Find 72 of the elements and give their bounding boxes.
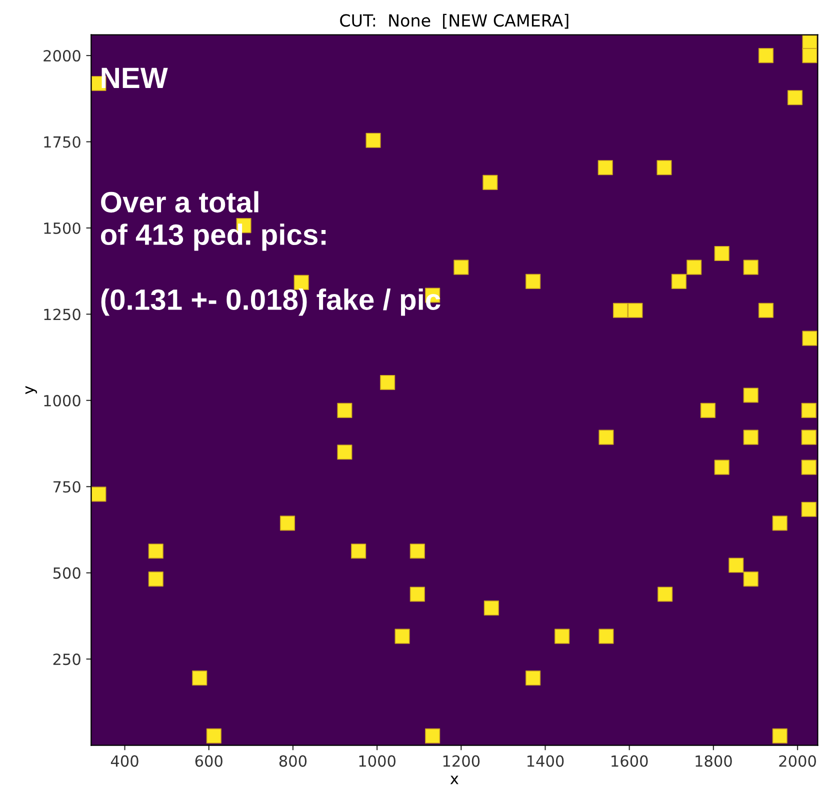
point — [743, 260, 758, 275]
x-tick-label: 600 — [195, 755, 222, 767]
y-tick-label: 1250 — [44, 308, 80, 320]
point — [484, 600, 499, 616]
point — [628, 302, 643, 318]
point — [554, 628, 570, 644]
point — [598, 628, 614, 644]
point — [351, 544, 366, 559]
point — [758, 302, 774, 318]
point — [366, 132, 381, 148]
point — [787, 90, 803, 106]
point — [192, 670, 208, 686]
y-axis-title: y — [25, 386, 37, 394]
point — [410, 586, 425, 602]
point — [482, 174, 498, 190]
y-tick-label: 250 — [53, 654, 80, 666]
point — [280, 516, 296, 531]
point — [728, 558, 744, 573]
y-tick-label: 1000 — [44, 394, 80, 406]
chart-title: CUT: None [NEW CAMERA] — [340, 14, 568, 29]
y-tick-label: 750 — [54, 481, 80, 493]
point — [700, 402, 716, 418]
point — [714, 460, 730, 475]
point — [612, 302, 628, 318]
x-tick-label: 1800 — [696, 755, 732, 767]
y-tick-label: 500 — [53, 567, 80, 579]
x-tick-label: 1000 — [359, 755, 396, 767]
point — [410, 544, 425, 559]
point — [743, 572, 758, 587]
point — [801, 460, 816, 475]
point — [714, 246, 730, 262]
x-axis-title: x — [450, 776, 458, 784]
x-tick-label: 800 — [279, 755, 307, 767]
point — [206, 728, 222, 744]
point — [526, 274, 541, 289]
text: Over a total of 413 ped. pics: (0.131 +- 0.018) fake / pic — [100, 191, 440, 316]
point — [598, 430, 614, 445]
y-tick-label: 2000 — [44, 50, 80, 62]
point — [801, 402, 816, 418]
point — [671, 274, 686, 289]
x-tick-label: 1400 — [527, 755, 564, 767]
point — [380, 374, 396, 390]
x-tick-label: 400 — [110, 755, 138, 767]
x-tick-label: 1600 — [612, 755, 648, 767]
point — [394, 628, 410, 644]
point — [758, 48, 774, 64]
point — [743, 388, 758, 403]
point — [772, 728, 788, 744]
point — [148, 544, 164, 559]
point — [658, 586, 673, 602]
point — [337, 402, 352, 418]
point — [686, 260, 702, 275]
point — [294, 274, 309, 290]
point — [526, 670, 541, 686]
point — [337, 444, 352, 460]
point — [148, 572, 164, 587]
point — [801, 430, 816, 445]
x-tick-label: 1200 — [443, 755, 480, 767]
point — [772, 516, 788, 531]
point — [656, 160, 672, 176]
y-tick-label: 1750 — [44, 136, 80, 148]
annotation: NEW — [102, 68, 168, 88]
x-tick-label: 2000 — [779, 755, 816, 767]
point — [802, 48, 818, 64]
point — [425, 728, 440, 744]
point — [454, 260, 469, 275]
point — [91, 486, 106, 502]
point — [598, 160, 613, 176]
y-tick-label: 1500 — [44, 222, 80, 234]
point — [801, 502, 816, 517]
point — [802, 330, 818, 346]
point — [743, 430, 758, 445]
